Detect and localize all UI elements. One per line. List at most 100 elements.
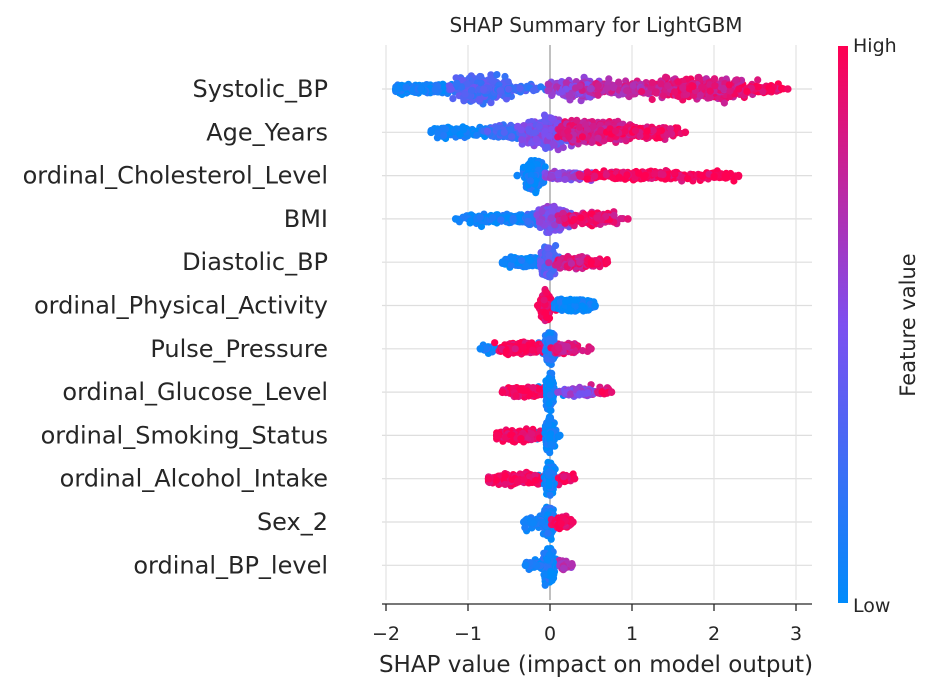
shap-point — [754, 76, 762, 84]
shap-point — [509, 217, 517, 225]
shap-point — [562, 79, 570, 87]
shap-point — [612, 127, 620, 135]
shap-point — [468, 86, 476, 94]
shap-point — [447, 85, 455, 93]
shap-point — [586, 85, 594, 93]
shap-point — [466, 217, 474, 225]
shap-point — [507, 126, 515, 134]
shap-point — [535, 122, 544, 131]
shap-point — [505, 85, 513, 93]
shap-point — [743, 87, 751, 95]
shap-point — [734, 171, 743, 180]
shap-point — [545, 132, 554, 140]
shap-point — [710, 75, 719, 83]
shap-point — [725, 81, 733, 89]
shap-point — [735, 85, 743, 93]
shap-point — [500, 128, 508, 136]
shap-point — [623, 171, 631, 179]
shap-point — [631, 127, 640, 135]
shap-point — [487, 99, 495, 107]
shap-point — [516, 84, 524, 92]
shap-point — [710, 172, 718, 180]
shap-point — [452, 74, 460, 82]
shap-point — [641, 171, 649, 179]
shap-point — [657, 80, 665, 88]
shap-point — [392, 85, 400, 93]
shap-point — [529, 87, 538, 95]
shap-point — [441, 125, 450, 133]
shap-point — [648, 79, 656, 87]
shap-point — [431, 85, 439, 93]
shap-point — [726, 87, 734, 95]
shap-point — [578, 133, 587, 141]
shap-point — [768, 86, 776, 94]
shap-point — [461, 90, 469, 98]
shap-point — [561, 175, 569, 183]
shap-point — [576, 82, 584, 90]
shap-point — [659, 171, 667, 179]
shap-point — [721, 172, 729, 180]
shap-point — [594, 82, 602, 90]
gridlines — [382, 45, 812, 600]
shap-point — [583, 175, 591, 183]
shap-point — [527, 162, 536, 170]
shap-point — [679, 84, 687, 92]
shap-point — [496, 87, 504, 95]
shap-point — [558, 88, 566, 96]
shap-point — [532, 135, 540, 143]
shap-point — [664, 82, 672, 90]
shap-point — [696, 171, 704, 179]
shap-point — [621, 127, 629, 135]
shap-point — [759, 88, 767, 96]
feature-points-row — [513, 157, 743, 197]
shap-point — [489, 77, 497, 85]
shap-point — [666, 125, 675, 133]
shap-point — [591, 172, 599, 180]
shap-point — [602, 171, 610, 179]
shap-point — [689, 82, 697, 90]
shap-point — [670, 169, 678, 177]
shap-point — [652, 88, 660, 96]
shap-point — [576, 172, 584, 180]
shap-point — [681, 128, 690, 137]
feature-points-row — [427, 111, 690, 154]
shap-point — [427, 128, 435, 137]
shap-point — [615, 173, 623, 181]
shap-point — [565, 92, 573, 100]
shap-point — [493, 71, 501, 79]
shap-point — [536, 218, 544, 226]
shap-point — [487, 71, 495, 79]
feature-points-row — [392, 71, 792, 108]
chart-title: SHAP Summary for LightGBM — [449, 13, 742, 37]
shap-point — [449, 95, 457, 103]
shap-point — [643, 127, 651, 135]
shap-point — [674, 78, 682, 86]
shap-point — [615, 78, 623, 86]
shap-point — [638, 88, 646, 96]
shap-point — [483, 127, 492, 135]
shap-point — [565, 133, 573, 141]
shap-point — [711, 82, 719, 90]
shap-point — [629, 82, 637, 90]
shap-point — [497, 216, 505, 224]
beeswarm-points — [392, 71, 792, 589]
shap-point — [617, 215, 625, 223]
shap-point — [594, 134, 602, 142]
shap-point — [537, 83, 545, 91]
shap-point — [581, 121, 590, 129]
shap-point — [548, 114, 556, 122]
shap-point — [670, 88, 679, 96]
shap-point — [549, 140, 557, 148]
shap-point — [544, 80, 552, 88]
shap-point — [508, 133, 516, 141]
shap-point — [623, 87, 631, 95]
shap-point — [684, 175, 692, 183]
shap-point — [538, 207, 546, 215]
shap-point — [547, 214, 556, 222]
feature-points-row — [451, 202, 632, 237]
shap-point — [698, 83, 706, 91]
shap-point — [548, 172, 556, 180]
shap-point — [501, 72, 509, 81]
shap-point — [489, 214, 497, 222]
